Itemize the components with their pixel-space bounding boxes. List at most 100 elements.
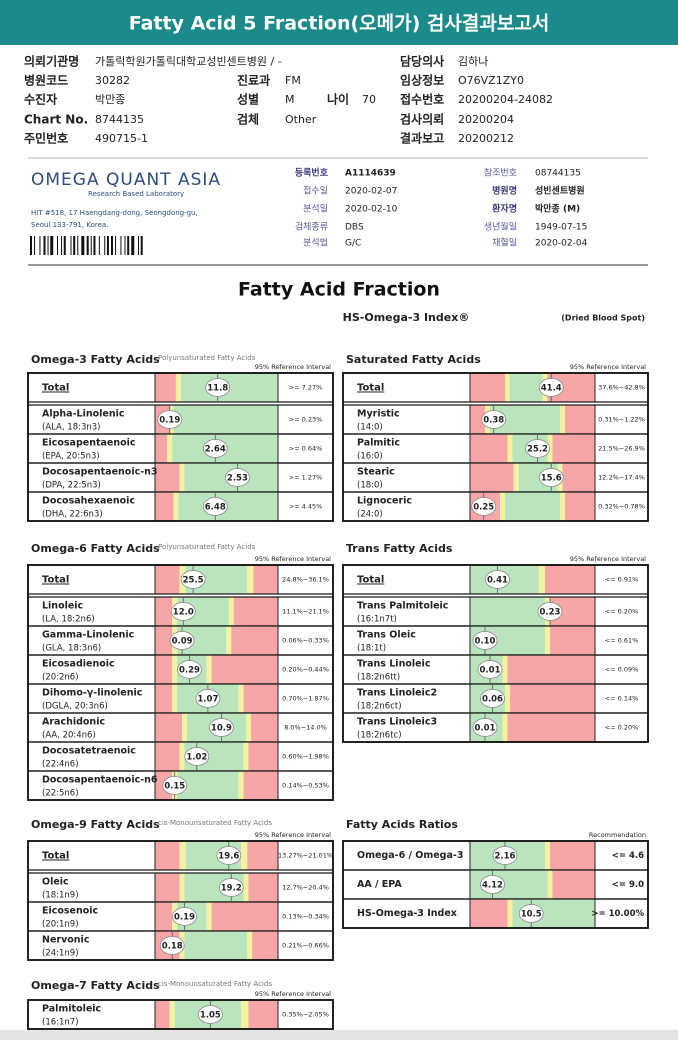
value-label: 0.29 (179, 666, 200, 676)
lab-label: 접수일 (303, 185, 328, 197)
row-name: Omega-6 / Omega-3 (357, 850, 463, 861)
info-value: 30282 (95, 74, 130, 87)
gauge-zone (243, 742, 249, 771)
reference-value: 0.35%~2.05% (282, 1011, 329, 1019)
sample-type: (Dried Blood Spot) (561, 314, 645, 323)
reference-value: >= 0.23% (289, 416, 323, 424)
gauge-zone (173, 492, 179, 521)
gauge-zone (177, 771, 239, 800)
value-bubble (177, 660, 202, 679)
value-bubble (525, 439, 550, 458)
value-label: 1.05 (200, 1011, 221, 1021)
value-bubble (162, 776, 188, 795)
gauge-zone (206, 902, 212, 931)
row-name: Trans Linoleic (357, 659, 430, 670)
reference-value: 12.2%~17.4% (598, 474, 645, 482)
gauge-zone (248, 1000, 278, 1029)
reference-header: 95% Reference Interval (255, 363, 331, 371)
info-label: 검체 (237, 112, 259, 127)
gauge-zone (172, 684, 178, 713)
barcode-bar (90, 236, 92, 255)
info-value: 490715-1 (95, 132, 148, 145)
info-value: FM (285, 74, 301, 87)
gauge-zone (231, 626, 278, 655)
row-name: Dihomo-γ-linolenic (42, 688, 142, 699)
panel-border (27, 372, 334, 522)
value-label: 10.9 (211, 724, 232, 734)
gauge-zone (173, 405, 278, 434)
value-label: 0.23 (540, 608, 561, 618)
value-bubble (538, 468, 564, 487)
gauge-zone (243, 873, 249, 902)
value-label: 15.6 (541, 474, 562, 484)
row-abbr: (18:2n6tc) (357, 731, 402, 741)
gauge-zone (211, 655, 278, 684)
lab-value: 박만종 (M) (535, 203, 580, 215)
gauge-zone (507, 434, 513, 463)
barcode-bar (77, 236, 79, 255)
gauge-zone (243, 771, 278, 800)
gauge-zone (560, 492, 565, 521)
gauge-zone (167, 434, 173, 463)
row-name: Trans Oleic (357, 630, 416, 641)
row-name: Eicosadienoic (42, 659, 115, 670)
value-bubble (477, 660, 503, 679)
panel-border (27, 564, 334, 801)
gauge-zone (155, 597, 173, 626)
gauge-zone (233, 597, 278, 626)
reference-value: 13.27%~21.01% (278, 852, 333, 860)
gauge-zone (155, 463, 180, 492)
row-abbr: (16:1n7t) (357, 615, 397, 625)
gauge-zone (247, 565, 254, 594)
reference-value: <= 4.6 (612, 851, 644, 861)
gauge-zone (155, 742, 180, 771)
gauge-zone (552, 434, 595, 463)
row-name: Trans Linoleic3 (357, 717, 437, 728)
value-bubble (518, 904, 544, 923)
barcode-bar (124, 236, 126, 255)
gauge-zone (155, 373, 176, 402)
row-abbr: (18:0) (357, 481, 383, 491)
reference-value: 0.32%~0.78% (598, 503, 645, 511)
row-name: Alpha-Linolenic (42, 409, 124, 420)
value-bubble (216, 846, 242, 865)
reference-header: 95% Reference Interval (255, 831, 331, 839)
barcode-bar (127, 236, 130, 255)
row-abbr: (24:0) (357, 510, 383, 520)
info-value: Other (285, 113, 317, 126)
panel-subtitle: Polyunsaturated Fatty Acids (158, 354, 256, 362)
lab-value: 2020-02-10 (345, 205, 398, 215)
reference-value: 37.6%~42.8% (598, 384, 645, 392)
gauge-zone (155, 902, 173, 931)
lab-value: 08744135 (535, 169, 581, 179)
reference-value: 0.13%~0.34% (282, 913, 329, 921)
row-name: Trans Linoleic2 (357, 688, 437, 699)
reference-value: <= 0.61% (605, 637, 639, 645)
gauge-zone (155, 565, 180, 594)
lab-value: 1949-07-15 (535, 223, 587, 233)
row-abbr: (22:5n6) (42, 789, 79, 799)
info-value: 20200204 (458, 113, 514, 126)
gauge-zone (182, 713, 187, 742)
gauge-zone (565, 492, 595, 521)
reference-value: 0.60%~1.98% (282, 753, 329, 761)
reference-value: 8.0%~14.0% (284, 724, 327, 732)
info-label: 의뢰기관명 (24, 54, 79, 69)
row-name: Trans Palmitoleic (357, 601, 448, 612)
value-bubble (481, 410, 507, 429)
lab-value: 2020-02-04 (535, 239, 588, 249)
gauge-zone (241, 841, 248, 870)
barcode-bar (115, 236, 117, 255)
gauge-zone (155, 626, 173, 655)
panel-title: Saturated Fatty Acids (346, 353, 481, 366)
info-value: 20200204-24082 (458, 93, 553, 106)
info-value: M (285, 93, 295, 106)
info-label: 담당의사 (400, 54, 444, 69)
gauge-zone (470, 405, 485, 434)
barcode-bar (140, 236, 143, 255)
lab-label: 생년월일 (484, 221, 517, 233)
lab-tagline: Research Based Laboratory (88, 190, 184, 198)
gauge-zone (470, 597, 545, 626)
value-label: 1.02 (186, 753, 207, 763)
